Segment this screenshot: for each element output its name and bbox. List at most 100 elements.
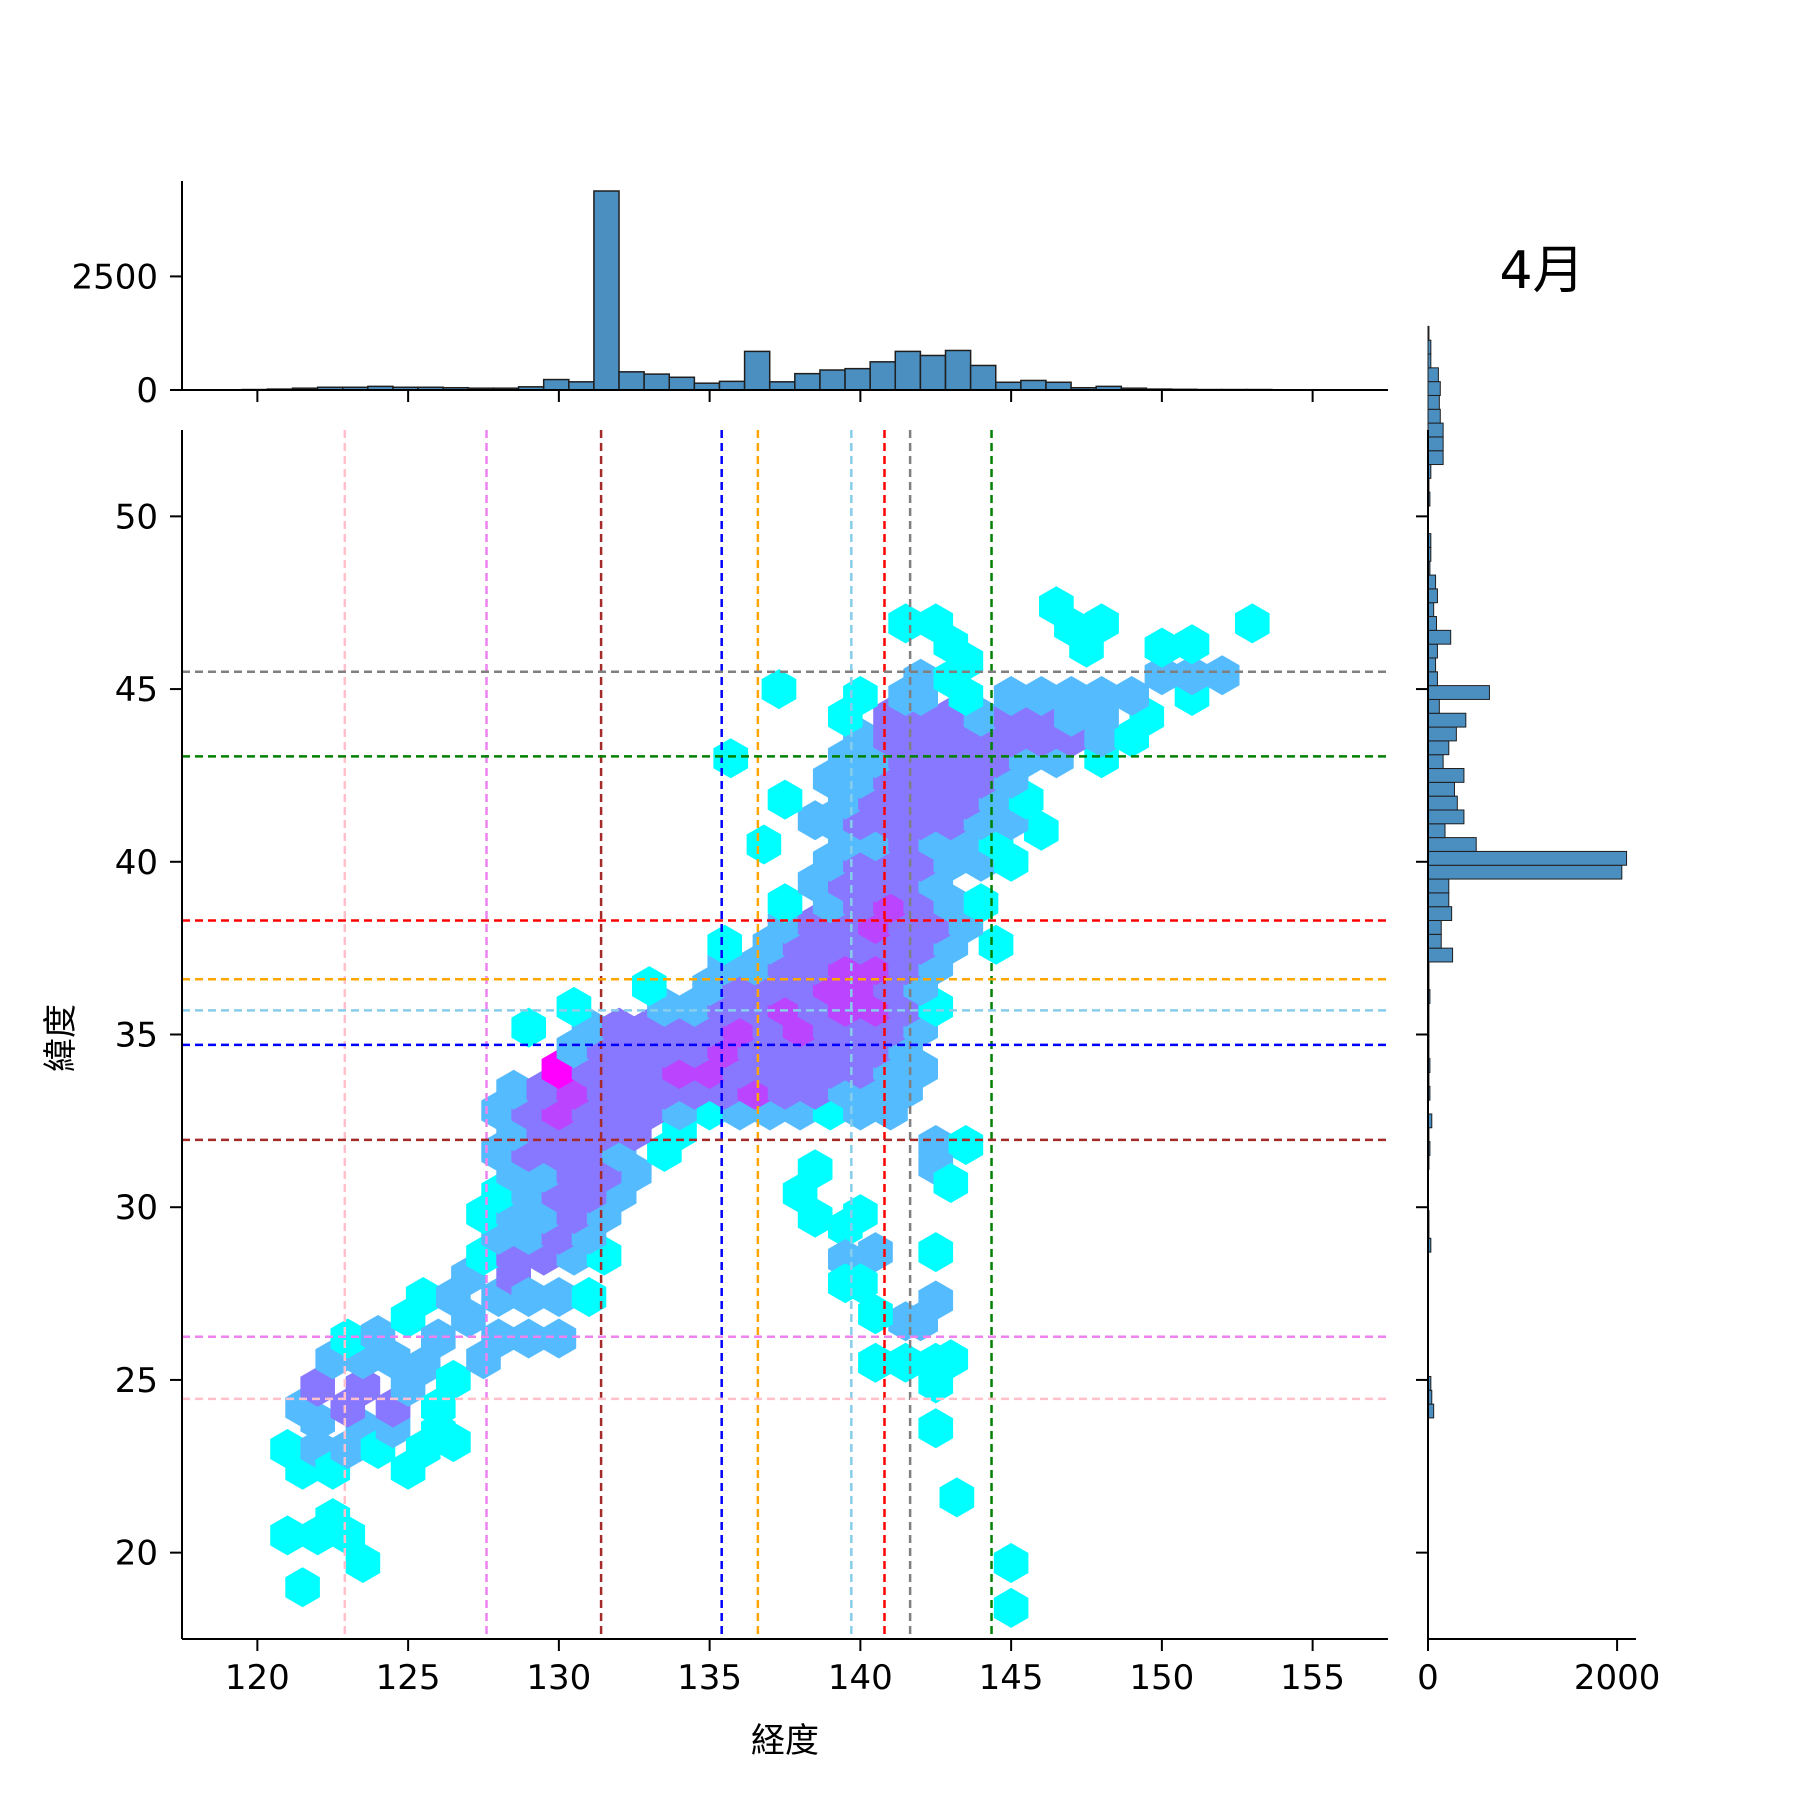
latitude-histogram-bar — [1428, 713, 1466, 727]
hexbin-cell — [511, 1319, 546, 1359]
latitude-histogram-bar — [1428, 658, 1436, 672]
latitude-histogram-bar — [1428, 851, 1627, 865]
longitude-histogram-bar — [895, 351, 920, 390]
hexbin-cell — [1145, 628, 1180, 668]
latitude-histogram-bar — [1428, 437, 1443, 451]
longitude-histogram-bar — [946, 350, 971, 390]
hexbin-cell — [1205, 655, 1240, 695]
longitude-histogram-bar — [845, 369, 870, 390]
hexbin-cell — [858, 1343, 893, 1383]
y-tick-label: 25 — [115, 1361, 158, 1401]
latitude-histogram-bar — [1428, 575, 1436, 589]
longitude-histogram-bar — [770, 382, 795, 390]
hexbin-cell — [1175, 624, 1210, 664]
longitude-histogram-bar — [619, 372, 644, 390]
longitude-histogram-bar — [870, 362, 895, 390]
latitude-histogram-bar — [1428, 326, 1429, 340]
longitude-histogram-bar — [795, 374, 820, 390]
latitude-histogram-bar — [1428, 382, 1440, 396]
x-tick-label: 120 — [225, 1658, 290, 1698]
y-tick-label: 45 — [115, 670, 158, 710]
hexbin-cell — [1235, 603, 1270, 643]
hexbin-cell — [713, 738, 748, 778]
latitude-histogram-bar — [1428, 368, 1438, 382]
hexbin-cell — [285, 1567, 320, 1607]
y-tick-label: 20 — [115, 1534, 158, 1574]
x-axis-label: 経度 — [751, 1721, 819, 1761]
hexbin-cell — [940, 1477, 975, 1517]
hexbin-cell — [979, 925, 1014, 965]
latitude-histogram-bar — [1428, 782, 1454, 796]
latitude-histogram-bar — [1428, 630, 1451, 644]
longitude-histogram-bar — [971, 365, 996, 390]
hexbin-cell — [511, 1008, 546, 1048]
hexbin-cell — [768, 780, 803, 820]
longitude-histogram-bar — [820, 370, 845, 390]
longitude-histogram-bar — [594, 191, 619, 390]
latitude-histogram-bar — [1428, 395, 1439, 409]
hexbin-layer — [270, 586, 1269, 1628]
x-tick-label: 140 — [828, 1658, 893, 1698]
latitude-histogram-bar — [1428, 948, 1453, 962]
x-tick-label: 145 — [979, 1658, 1044, 1698]
y-tick-label: 50 — [115, 497, 158, 537]
y-axis-label: 緯度 — [41, 1004, 81, 1072]
latitude-histogram-bar — [1428, 755, 1443, 769]
y-tick-label: 35 — [115, 1016, 158, 1056]
longitude-histogram-bar — [719, 381, 744, 390]
hexbin-cell — [762, 669, 797, 709]
hexbin-cell — [888, 1343, 923, 1383]
hexbin-cell — [888, 603, 923, 643]
latitude-histogram-bar — [1428, 879, 1449, 893]
latitude-histogram-bar — [1428, 741, 1449, 755]
hexbin-cell — [747, 825, 782, 865]
latitude-histogram-bar — [1428, 796, 1457, 810]
latitude-histogram-bar — [1428, 672, 1437, 686]
x-tick-label: 150 — [1129, 1658, 1194, 1698]
latitude-histogram-bar — [1428, 934, 1441, 948]
longitude-histogram-bar — [1046, 382, 1071, 390]
latitude-histogram-bar — [1428, 340, 1431, 354]
latitude-histogram-bar — [1428, 644, 1437, 658]
latitude-histogram-bar — [1428, 699, 1439, 713]
latitude-histogram-bar — [1428, 354, 1431, 368]
hexbin-cell — [270, 1515, 305, 1555]
latitude-histogram-bar — [1428, 810, 1464, 824]
latitude-histogram-bar — [1428, 838, 1476, 852]
longitude-histogram-bars — [242, 191, 1372, 390]
x-tick-label: 130 — [526, 1658, 591, 1698]
x-tick-label: 155 — [1280, 1658, 1345, 1698]
latitude-histogram-bar — [1428, 589, 1437, 603]
longitude-histogram: 0 2500 — [71, 181, 1388, 411]
latitude-histogram-bar — [1428, 865, 1622, 879]
longitude-histogram-bar — [920, 355, 945, 390]
longitude-histogram-bar — [544, 380, 569, 390]
longitude-histogram-bar — [1021, 380, 1046, 390]
x-tick-label: 125 — [376, 1658, 441, 1698]
latitude-histogram-bar — [1428, 423, 1443, 437]
hexbin-cell — [994, 1588, 1029, 1628]
top-hist-y-tick-label: 0 — [136, 371, 158, 411]
hexbin-cell — [918, 1232, 953, 1272]
hexbin-cell — [542, 1277, 577, 1317]
latitude-histogram-bar — [1428, 769, 1464, 783]
longitude-histogram-bar — [745, 351, 770, 390]
latitude-histogram-bar — [1428, 824, 1445, 838]
latitude-histogram-bars — [1428, 326, 1627, 1418]
right-hist-x-tick-label: 0 — [1417, 1658, 1439, 1698]
latitude-histogram-bar — [1428, 451, 1443, 465]
hexbin-cell — [542, 1319, 577, 1359]
x-axis-ticks: 120 125 130 135 140 145 150 155 — [225, 1639, 1345, 1698]
x-tick-label: 135 — [677, 1658, 742, 1698]
latitude-histogram-bar — [1428, 409, 1440, 423]
hexbin-cell — [949, 1125, 984, 1165]
latitude-histogram-bar — [1428, 727, 1456, 741]
y-tick-label: 40 — [115, 843, 158, 883]
longitude-histogram-bar — [569, 382, 594, 390]
hexbin-cell — [918, 1408, 953, 1448]
top-hist-y-tick-label: 2500 — [71, 257, 158, 297]
